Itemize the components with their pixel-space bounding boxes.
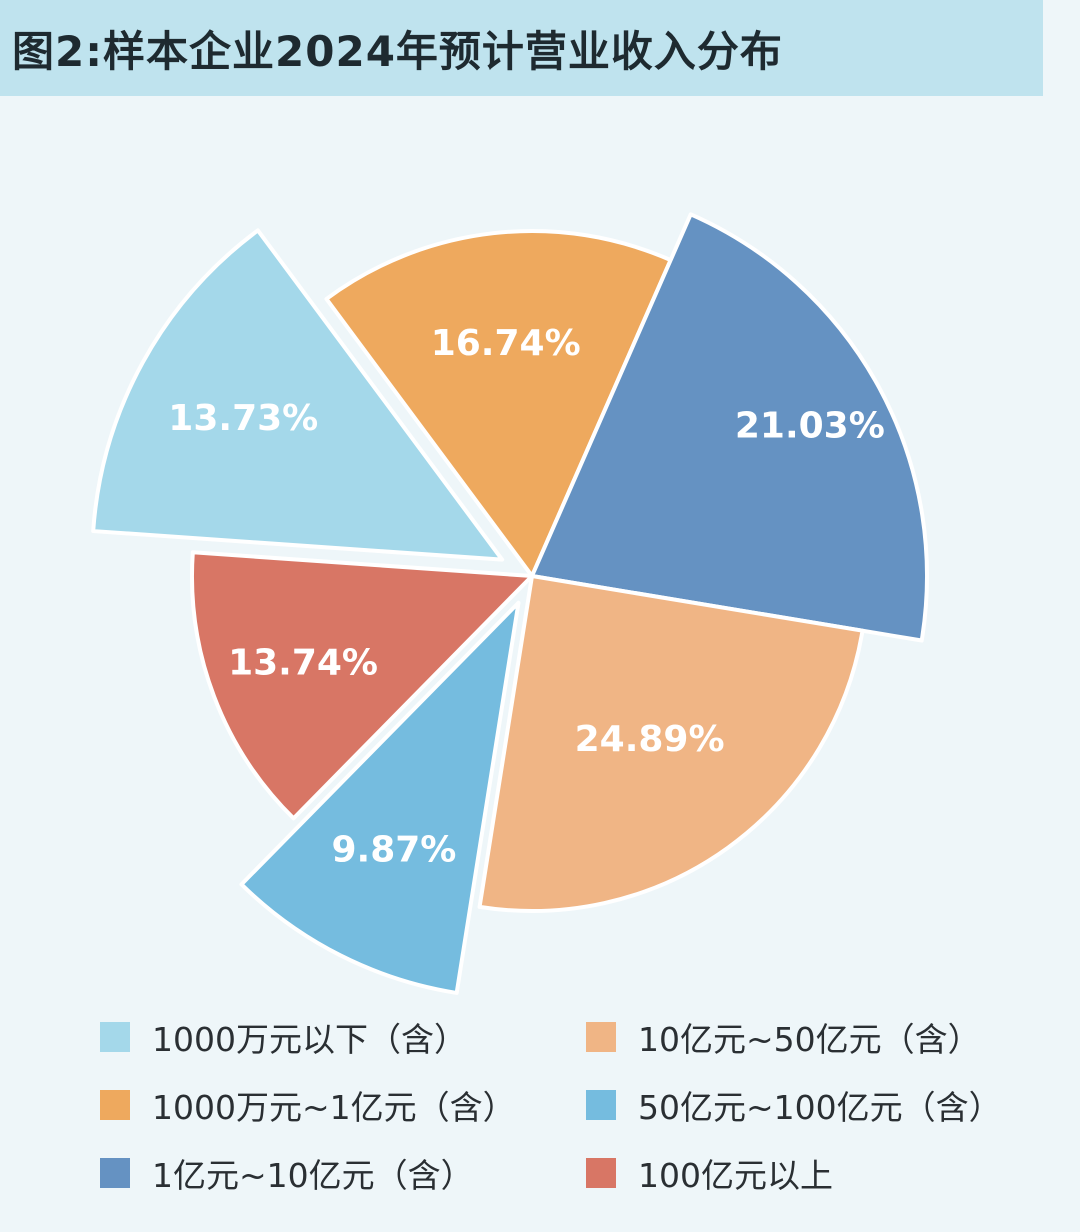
legend-label: 10亿元~50亿元（含） [638, 1020, 981, 1059]
legend-label: 1000万元以下（含） [152, 1020, 467, 1059]
legend-swatch [586, 1022, 616, 1052]
legend-swatch [100, 1158, 130, 1188]
pie-slice [239, 600, 521, 995]
pie-slice [477, 574, 865, 913]
slice-value-label: 21.03% [735, 405, 885, 446]
legend-item: 1000万元~1亿元（含） [100, 1083, 516, 1127]
legend-item: 1000万元以下（含） [100, 1015, 467, 1059]
legend-item: 10亿元~50亿元（含） [586, 1015, 981, 1059]
pie-chart: 13.73% 16.74% 21.03% 24.89% 9.87% 13.74% [91, 212, 929, 995]
chart-area: 13.73% 16.74% 21.03% 24.89% 9.87% 13.74% [0, 96, 1080, 1016]
chart-title: 图2:样本企业2024年预计营业收入分布 [12, 26, 783, 76]
legend-label: 100亿元以上 [638, 1156, 833, 1195]
slice-value-label: 13.73% [168, 398, 318, 439]
legend-swatch [586, 1158, 616, 1188]
pie-slice [324, 229, 673, 578]
legend-swatch [586, 1090, 616, 1120]
slice-value-label: 13.74% [228, 643, 378, 684]
legend-item: 50亿元~100亿元（含） [586, 1083, 1002, 1127]
legend-item: 1亿元~10亿元（含） [100, 1151, 474, 1195]
legend-label: 50亿元~100亿元（含） [638, 1088, 1002, 1127]
pie-slice [91, 228, 505, 562]
pie-slice [530, 212, 929, 643]
legend: 1000万元以下（含） 10亿元~50亿元（含） 1000万元~1亿元（含） 50亿元… [100, 1015, 1060, 1210]
title-bar: 图2:样本企业2024年预计营业收入分布 [0, 0, 1043, 96]
pie-slice [190, 550, 534, 821]
slice-value-label: 9.87% [331, 830, 456, 871]
legend-swatch [100, 1022, 130, 1052]
legend-item: 100亿元以上 [586, 1151, 833, 1195]
slice-value-label: 16.74% [431, 323, 581, 364]
legend-label: 1亿元~10亿元（含） [152, 1156, 474, 1195]
legend-label: 1000万元~1亿元（含） [152, 1088, 516, 1127]
legend-swatch [100, 1090, 130, 1120]
slice-value-label: 24.89% [575, 719, 725, 760]
